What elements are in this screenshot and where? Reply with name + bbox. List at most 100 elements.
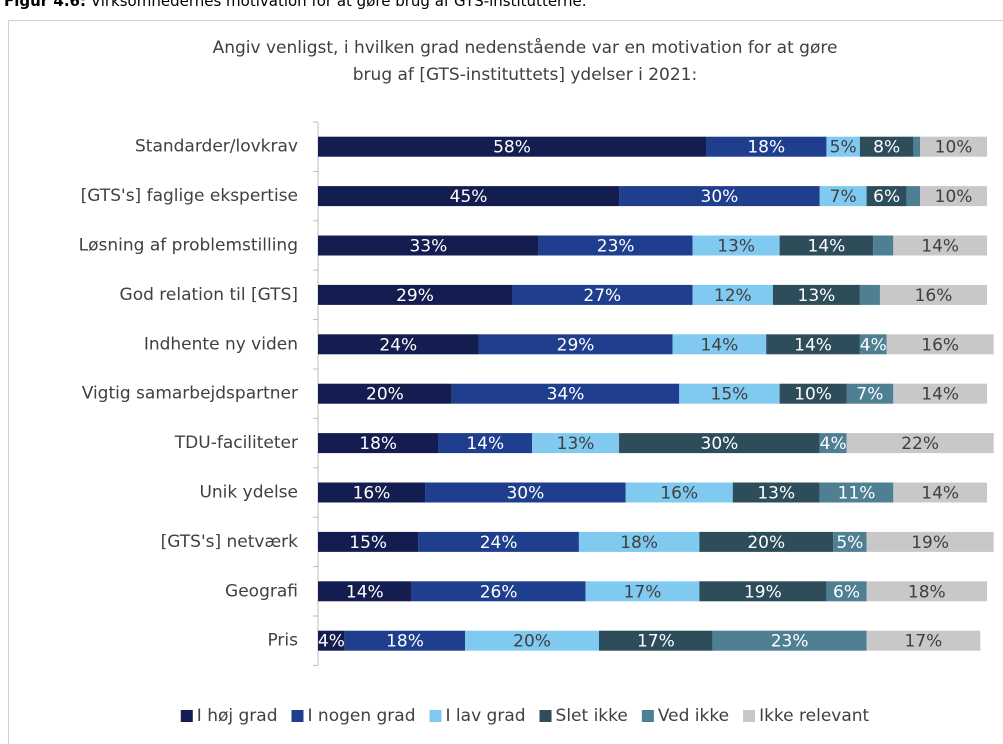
bar-segment	[859, 284, 880, 305]
data-label: 33%	[409, 237, 447, 257]
bar-segment	[893, 482, 987, 503]
bar-segment	[318, 334, 479, 355]
data-label: 14%	[921, 237, 959, 257]
legend-swatch	[641, 710, 654, 722]
data-label: 18%	[908, 582, 946, 602]
bar-segment	[438, 433, 533, 454]
data-label: 8%	[873, 138, 900, 158]
data-label: 18%	[747, 138, 785, 158]
data-label: 14%	[808, 237, 846, 257]
bar-segment	[318, 186, 620, 207]
data-label: 17%	[637, 632, 675, 652]
category-label: Pris	[267, 631, 298, 651]
bar-segment	[819, 186, 867, 207]
data-label: 17%	[905, 632, 943, 652]
data-label: 18%	[359, 434, 397, 454]
bar-segment	[699, 581, 827, 602]
bar-segment	[411, 581, 586, 602]
bar-segment	[920, 136, 987, 157]
bar-segment	[706, 136, 827, 157]
category-label: Løsning af problemstilling	[79, 236, 298, 256]
bar-segment	[598, 630, 713, 651]
data-label: 4%	[860, 335, 887, 355]
data-label: 27%	[583, 286, 621, 306]
legend-swatch	[429, 710, 442, 722]
bar-segment	[679, 383, 780, 404]
data-label: 7%	[856, 385, 883, 405]
bar-segment	[318, 136, 707, 157]
bar-segment	[318, 383, 452, 404]
data-label: 24%	[480, 533, 518, 553]
data-label: 19%	[911, 533, 949, 553]
data-label: 6%	[873, 187, 900, 207]
bar-segment	[585, 581, 700, 602]
bar-segment	[692, 284, 773, 305]
bar-segment	[451, 383, 680, 404]
legend: I høj grad I nogen grad I lav grad Slet ikk…	[180, 706, 870, 726]
legend-label: Slet ikke	[556, 706, 628, 726]
bar-segment	[859, 136, 914, 157]
bar-segment	[625, 482, 733, 503]
bar-segment	[826, 136, 860, 157]
bar-segment	[920, 186, 987, 207]
data-label: 5%	[830, 138, 857, 158]
data-label: 4%	[820, 434, 847, 454]
data-label: 11%	[838, 484, 876, 504]
data-label: 14%	[921, 385, 959, 405]
data-label: 20%	[366, 385, 404, 405]
data-label: 10%	[794, 385, 832, 405]
chart-frame	[8, 20, 1003, 744]
bar-segment	[886, 334, 994, 355]
data-label: 30%	[701, 187, 739, 207]
bar-segment	[578, 531, 700, 552]
data-label: 34%	[547, 385, 585, 405]
data-label: 10%	[935, 138, 973, 158]
data-label: 7%	[830, 187, 857, 207]
bar-segment	[418, 531, 579, 552]
bar-segment	[318, 284, 513, 305]
data-label: 45%	[450, 187, 488, 207]
bar-segment	[478, 334, 673, 355]
figure-caption: Figur 4.6: Virksomhedernes motivation fo…	[4, 0, 587, 10]
legend-swatch	[180, 710, 193, 722]
bar-segment	[619, 433, 820, 454]
legend-swatch	[743, 710, 756, 722]
bar-segment	[846, 433, 994, 454]
bar-segment	[879, 284, 987, 305]
data-label: 14%	[701, 335, 739, 355]
data-label: 15%	[349, 533, 387, 553]
category-label: Vigtig samarbejdspartner	[82, 384, 298, 404]
data-label: 22%	[901, 434, 939, 454]
bar-segment	[465, 630, 599, 651]
data-label: 6%	[833, 582, 860, 602]
caption-text: Virksomhedernes motivation for at gøre b…	[91, 0, 587, 10]
bar-segment	[344, 630, 466, 651]
bar-segment	[692, 235, 780, 256]
bar-segment	[866, 630, 981, 651]
bar-segment	[318, 531, 419, 552]
data-label: 16%	[921, 335, 959, 355]
bar-segment	[425, 482, 626, 503]
bar-segment	[893, 383, 987, 404]
legend-label: I nogen grad	[308, 706, 416, 726]
data-label: 13%	[798, 286, 836, 306]
data-label: 16%	[660, 484, 698, 504]
bar-segment	[699, 531, 834, 552]
data-label: 20%	[513, 632, 551, 652]
chart-title: brug af [GTS-instituttets] ydelser i 202…	[353, 65, 697, 85]
bar-segment	[318, 630, 345, 651]
data-label: 10%	[935, 187, 973, 207]
bar-segment	[318, 235, 539, 256]
data-label: 29%	[396, 286, 434, 306]
bar-segment	[866, 581, 987, 602]
bar-segment	[712, 630, 867, 651]
bar-segment	[318, 581, 412, 602]
data-label: 29%	[557, 335, 595, 355]
legend-swatch	[291, 710, 304, 722]
data-label: 23%	[771, 632, 809, 652]
bar-segment	[512, 284, 693, 305]
bar-segment	[672, 334, 767, 355]
data-label: 13%	[717, 237, 755, 257]
